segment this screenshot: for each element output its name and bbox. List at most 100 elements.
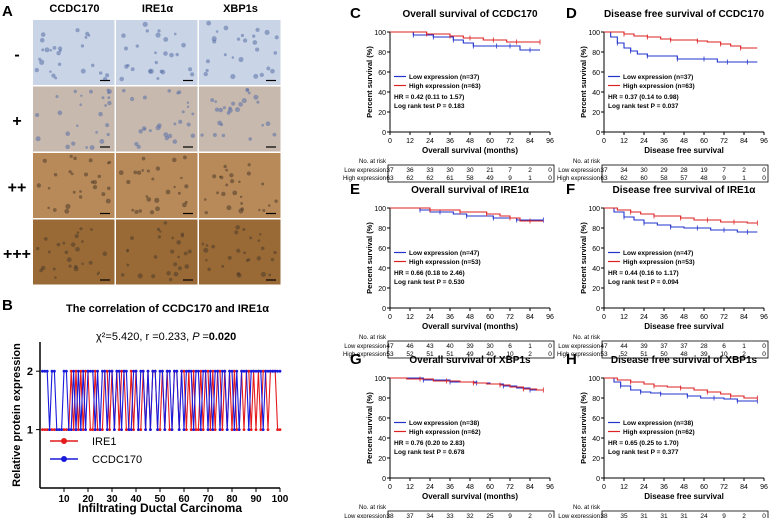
chart-title: Disease free survival of XBP1s [611,355,758,366]
ihc-image [33,219,115,285]
correlation-stat-text: χ²=5.420, r =0.233, [96,331,192,343]
data-point [218,428,222,431]
data-point [276,428,279,431]
ihc-nucleus [167,133,173,139]
risk-table-value: 2 [528,167,532,174]
ihc-nucleus [146,197,152,202]
ihc-nucleus [84,172,89,177]
data-point [206,428,210,431]
risk-table-value: 0 [548,513,552,518]
data-point [185,428,188,431]
ihc-nucleus [186,122,191,127]
risk-table-value: 28 [680,167,688,174]
data-point [189,428,193,431]
ihc-nucleus [252,34,256,38]
ihc-nucleus [238,180,241,184]
risk-table-value: 31 [680,513,688,518]
stat-text: HR = 0.65 (0.25 to 1.70) [608,440,679,447]
data-point [120,369,123,373]
ihc-nucleus [36,183,42,188]
risk-table-value: 49 [466,351,474,358]
ihc-image [33,20,115,85]
chart-title: Disease free survival of IRE1α [613,185,757,196]
ihc-nucleus [261,123,265,127]
ihc-nucleus [235,107,241,113]
ihc-nucleus [85,146,88,149]
risk-table-row-label: High expression [557,176,600,182]
x-tick-label: 60 [486,314,494,321]
ihc-nucleus [141,169,145,172]
ihc-nucleus [201,242,205,246]
x-tick-label: 20 [82,494,94,505]
ihc-nucleus [175,52,179,57]
data-point [53,428,56,431]
data-point [278,428,282,431]
y-tick-label: 80 [378,396,386,403]
ihc-nucleus [226,205,232,211]
data-point [182,428,186,431]
y-tick-label: 60 [592,246,600,253]
ihc-nucleus [236,37,241,41]
y-tick-label: 1 [27,425,33,437]
data-point [43,369,47,373]
ihc-nucleus [89,89,93,94]
ihc-nucleus [248,137,252,141]
ihc-nucleus [183,155,187,160]
risk-table-value: 25 [486,513,494,518]
y-tick-label: 20 [592,456,600,463]
data-point [65,369,68,373]
x-tick-label: 96 [546,484,554,491]
ihc-nucleus [207,267,211,272]
panel-letter: G [350,351,362,368]
ihc-nucleus [34,67,40,73]
ihc-nucleus [261,182,265,186]
risk-table-value: 7 [722,167,726,174]
risk-table-value: 30 [446,167,454,174]
ihc-nucleus [65,144,70,150]
ihc-nucleus [177,90,182,95]
x-tick-label: 96 [546,138,554,145]
ihc-nucleus [76,124,79,127]
ihc-nucleus [225,183,229,187]
ihc-nucleus [134,209,139,215]
risk-table-value: 49 [486,175,494,182]
ihc-nucleus [81,262,84,266]
data-point [132,369,136,373]
risk-table-value: 0 [548,167,552,174]
ihc-nucleus [270,257,275,262]
ihc-nucleus [47,186,51,190]
data-point [125,369,128,373]
data-point [235,428,239,431]
ihc-nucleus [203,247,209,253]
ihc-nucleus [137,273,143,279]
data-point [93,369,97,373]
ihc-nucleus [97,271,101,274]
risk-table-value: 39 [466,343,474,350]
data-point [89,369,92,373]
ihc-staining-grid: CCDC170 IRE1α XBP1s-++++++ [3,3,281,285]
data-point [69,428,73,431]
data-point [149,428,152,431]
risk-table-title: No. at risk [359,159,387,165]
data-point [189,369,193,373]
ihc-nucleus [262,208,266,212]
x-tick-label: 72 [506,138,514,145]
data-point [77,428,80,431]
y-tick-label: 80 [592,50,600,57]
ihc-nucleus [173,262,178,267]
ihc-column-label: CCDC170 [49,3,99,15]
ihc-image [199,153,281,218]
data-point [194,428,198,431]
data-point [139,369,143,373]
ihc-nucleus [234,230,239,235]
ihc-nucleus [173,32,177,36]
risk-table-value: 37 [660,343,668,350]
data-point [158,369,162,373]
x-tick-label: 50 [154,494,166,505]
data-point [252,369,256,373]
data-point [266,428,270,431]
risk-table-value: 38 [386,513,394,518]
risk-table-row-label: Low expression [344,344,386,350]
risk-table-value: 30 [640,167,648,174]
